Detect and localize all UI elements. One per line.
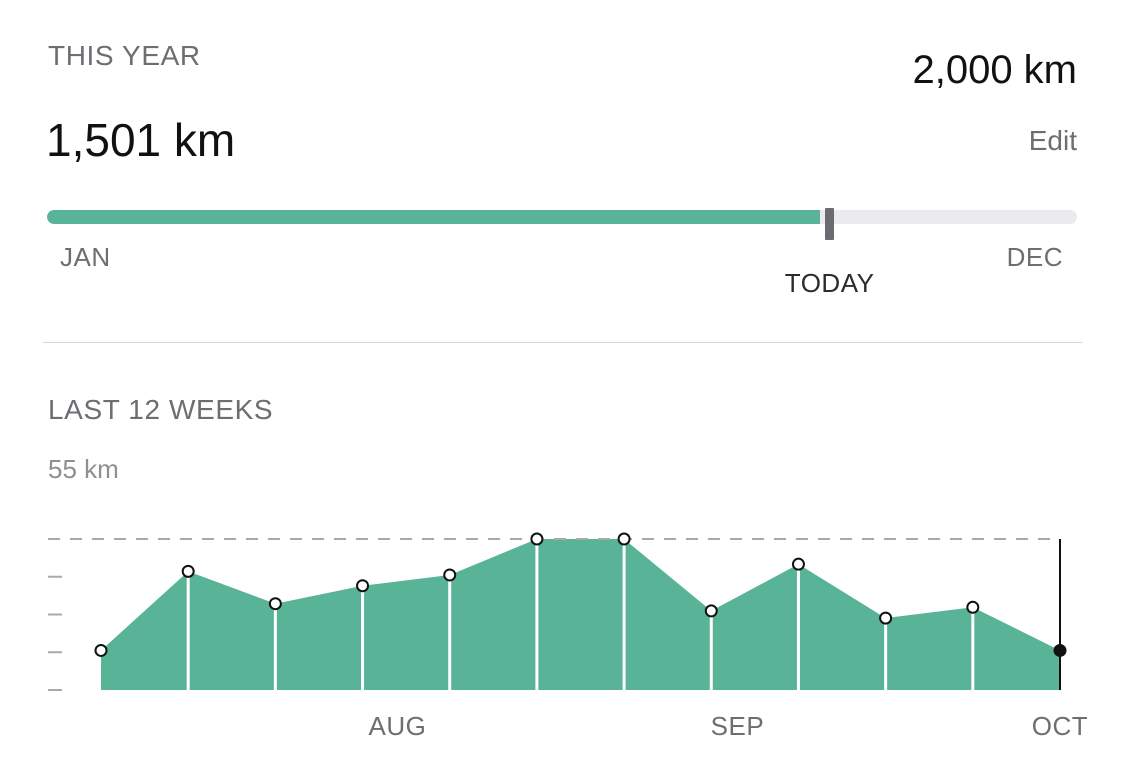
month-label-sep: SEP [711,711,765,741]
this-year-label: THIS YEAR [48,40,201,71]
week-data-point [356,579,370,593]
chart-max-label: 55 km [48,454,119,484]
month-label-oct: OCT [1032,711,1088,741]
week-data-point [879,611,893,625]
progress-start-month: JAN [60,242,111,272]
year-progress-bar [47,210,1077,224]
week-data-point [94,643,108,657]
week-data-point [530,532,544,546]
week-data-point [966,600,980,614]
current-week-point [1053,643,1067,657]
today-marker [825,208,835,240]
today-label: TODAY [784,268,875,298]
progress-end-month: DEC [1006,242,1063,272]
week-data-point [268,597,282,611]
week-data-point [791,557,805,571]
week-data-point [617,532,631,546]
week-data-point [181,564,195,578]
section-divider [43,342,1082,343]
edit-goal-link[interactable]: Edit [1028,125,1077,156]
weekly-distance-area [101,539,1060,690]
year-distance-value: 1,501 km [46,114,236,166]
weekly-distance-chart: AUG SEP OCT [48,532,1088,741]
yearly-goal-value: 2,000 km [912,48,1077,92]
year-progress-fill [47,210,820,224]
week-data-point [443,568,457,582]
month-label-aug: AUG [368,711,426,741]
week-data-point [704,604,718,618]
last-12-weeks-label: LAST 12 WEEKS [48,394,274,425]
